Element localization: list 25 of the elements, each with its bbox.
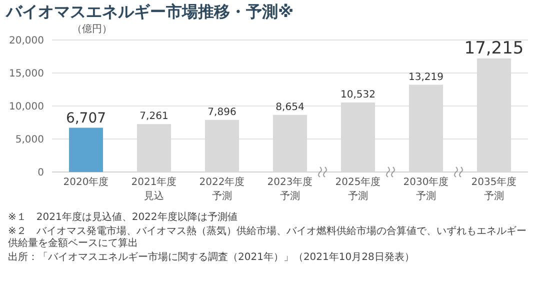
x-tick-label: 2035年度予測 [470,176,518,204]
y-tick-label: 10,000 [9,102,44,112]
x-tick-label: 2022年度予測 [198,176,246,204]
x-tick-label: 2020年度 [62,176,110,190]
x-tick-label: 2021年度見込 [130,176,178,204]
y-tick-label: 15,000 [9,68,44,80]
x-tick-label: 2030年度予測 [402,176,450,204]
data-label: 10,532 [340,89,376,100]
data-label: 6,707 [66,110,106,127]
data-label: 8,654 [276,102,304,113]
y-tick-label: 20,000 [9,36,44,46]
y-tick-label: 0 [38,168,44,178]
bar [69,128,103,172]
text: 出所：「バイオマスエネルギー市場に関する調査（2021年）」（2021年10月28日発表） [8,252,416,264]
x-tick-label: 2025年度予測 [334,176,382,204]
data-label: 7,261 [140,111,168,122]
data-label: 13,219 [408,72,444,83]
y-axis-title: （億円） [72,23,112,35]
text: ※１ 2021年度は見込値、2022年度以降は予測値 [8,212,238,224]
data-label: 7,896 [208,106,236,118]
chart-title: バイオマスエネルギー市場推移・予測※ [6,2,294,23]
text: ※２ バイオマス発電市場、バイオマス熱（蒸気）供給市場、バイオ燃料供給市場の合算値で、いずれもエネルギー供給量を金額ベースにて算出 [8,226,528,250]
x-tick-label: 2023年度予測 [266,176,314,204]
data-label: 17,215 [464,38,524,58]
y-tick-label: 5,000 [15,134,44,146]
